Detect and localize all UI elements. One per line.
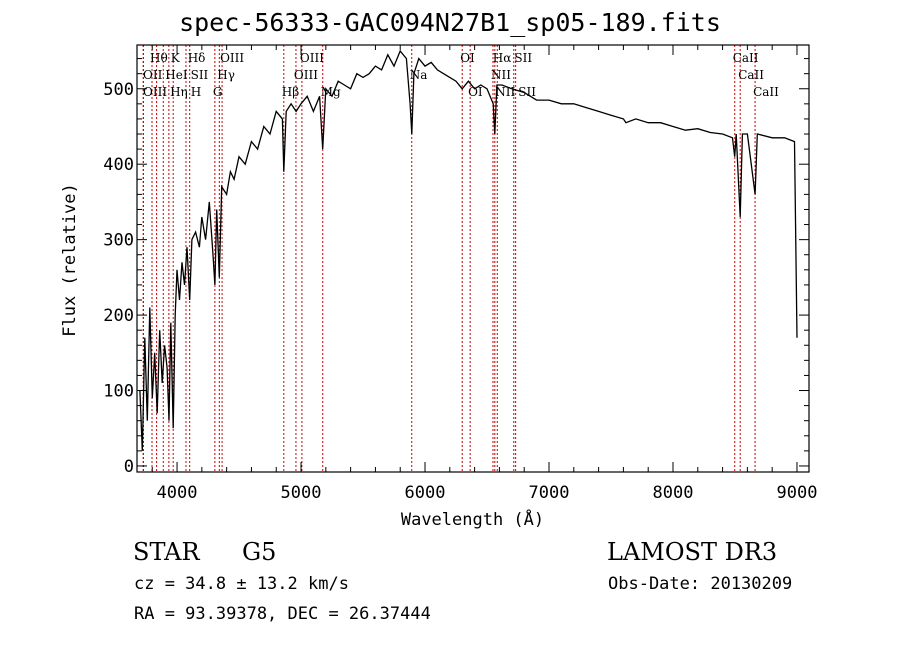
y-tick-label: 100 xyxy=(103,382,134,402)
line-label: Na xyxy=(410,68,428,82)
line-label: K xyxy=(171,51,181,65)
line-label: OIII xyxy=(294,68,318,82)
y-tick-label: 500 xyxy=(103,80,134,100)
line-label: CaII xyxy=(753,85,779,99)
line-label: H xyxy=(191,85,201,99)
x-tick-label: 8000 xyxy=(653,483,694,503)
line-label: OII xyxy=(143,68,163,82)
line-label: SII xyxy=(191,68,209,82)
line-label: OIII xyxy=(300,51,324,65)
obs-date-text: Obs-Date: 20130209 xyxy=(608,574,793,594)
line-label: Mg xyxy=(321,85,341,99)
y-tick-label: 400 xyxy=(103,155,134,175)
line-label: OI xyxy=(468,85,483,99)
chart-title: spec-56333-GAC094N27B1_sp05-189.fits xyxy=(179,8,721,37)
line-label: Hβ xyxy=(282,85,299,99)
line-label: Hγ xyxy=(217,68,235,82)
line-label: Hη xyxy=(170,85,188,99)
line-label: OIII xyxy=(143,85,167,99)
line-label: NII xyxy=(495,85,515,99)
line-label: CaII xyxy=(733,51,759,65)
y-axis-label: Flux (relative) xyxy=(60,183,80,337)
survey-label: LAMOST DR3 xyxy=(607,538,778,566)
y-tick-label: 200 xyxy=(103,306,134,326)
spectrum-line xyxy=(139,49,798,451)
object-class: STAR xyxy=(133,538,200,566)
x-axis-label: Wavelength (Å) xyxy=(400,510,545,530)
coordinates-text: RA = 93.39378, DEC = 26.37444 xyxy=(134,604,431,624)
x-tick-label: 4000 xyxy=(157,483,198,503)
x-tick-label: 9000 xyxy=(776,483,817,503)
redshift-text: cz = 34.8 ± 13.2 km/s xyxy=(134,574,349,594)
x-tick-label: 6000 xyxy=(405,483,446,503)
line-label: NII xyxy=(491,68,511,82)
y-tick-label: 0 xyxy=(124,457,134,477)
line-label: Hα xyxy=(493,51,512,65)
line-label: OIII xyxy=(220,51,244,65)
line-label: G xyxy=(213,85,223,99)
object-subclass: G5 xyxy=(242,538,277,566)
line-label: HeI xyxy=(165,68,188,82)
line-label: Hθ xyxy=(150,51,168,65)
line-label: SII xyxy=(514,51,532,65)
axes-frame xyxy=(136,44,810,473)
x-tick-label: 5000 xyxy=(281,483,322,503)
line-label: OI xyxy=(460,51,475,65)
line-label: CaII xyxy=(738,68,764,82)
line-label: Hδ xyxy=(188,51,206,65)
x-tick-label: 7000 xyxy=(529,483,570,503)
line-label: SII xyxy=(518,85,536,99)
y-tick-label: 300 xyxy=(103,231,134,251)
